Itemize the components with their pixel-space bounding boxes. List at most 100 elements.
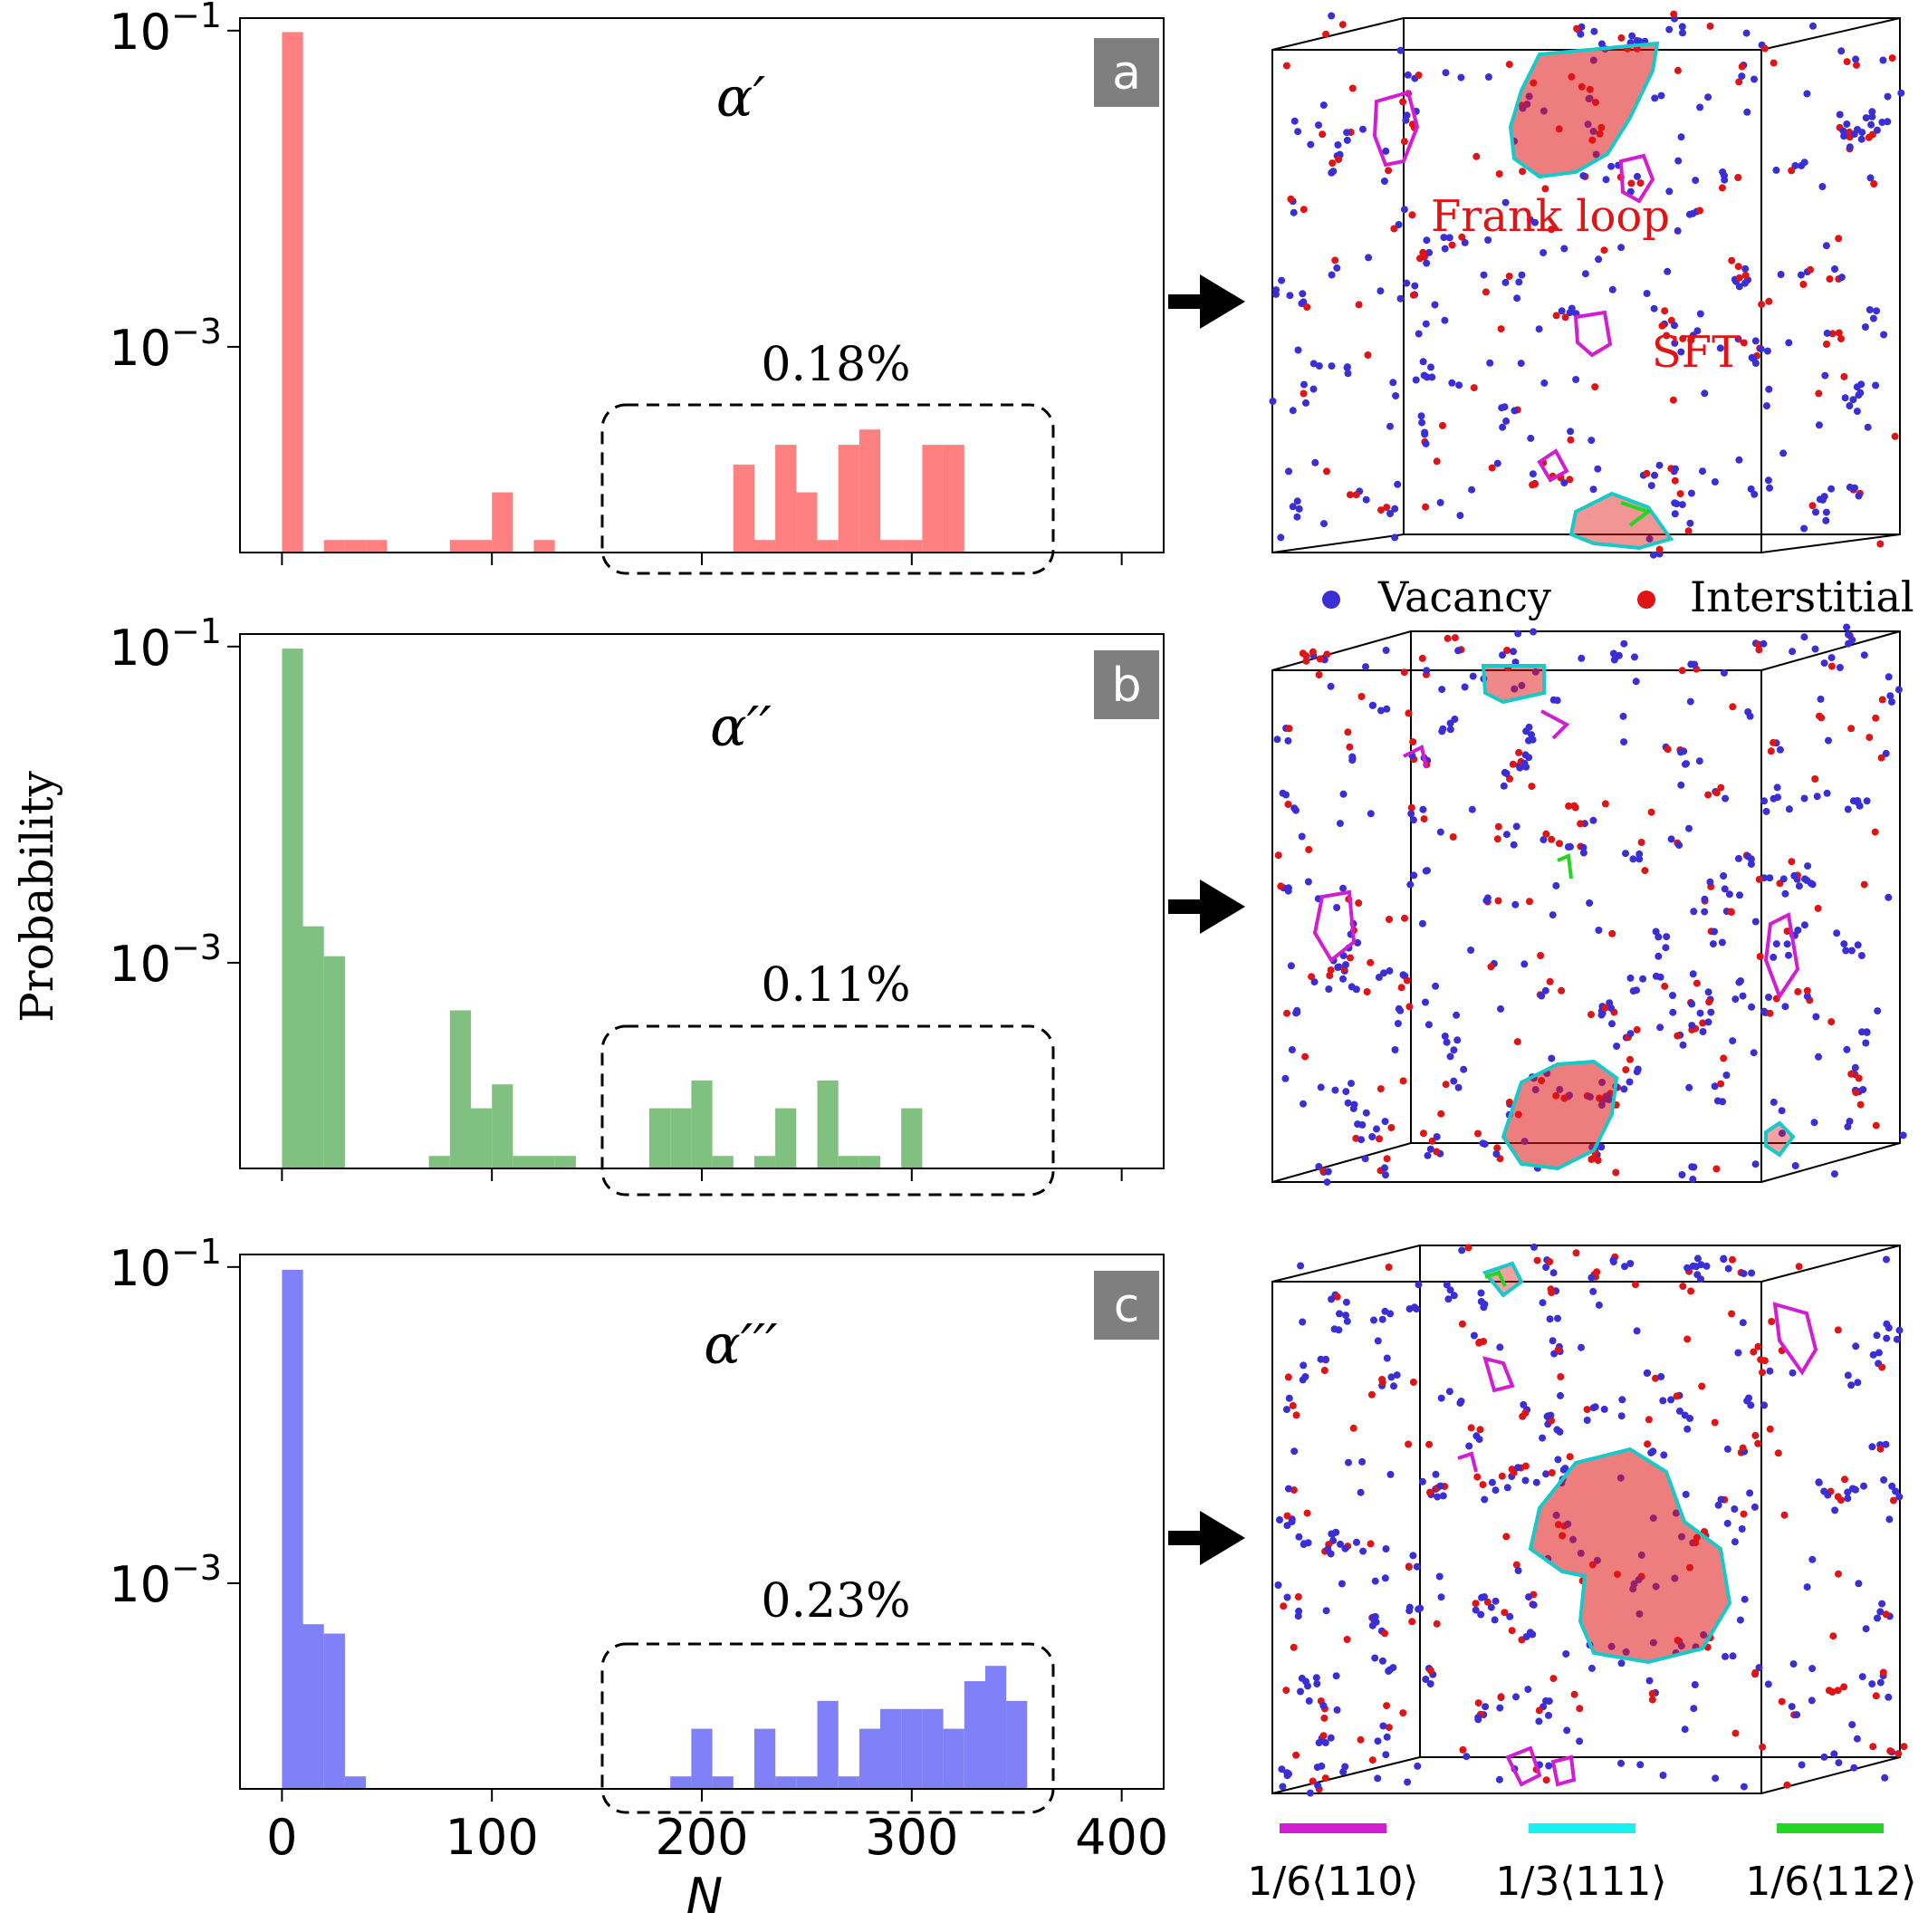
- vacancy-atom-a-214-0: [1568, 304, 1576, 312]
- vacancy-atom-b-179-0: [1746, 712, 1754, 720]
- vacancy-atom-b-177-0: [1510, 841, 1518, 849]
- vacancy-atom-a-235-0: [1289, 407, 1297, 415]
- vacancy-atom-c-294-0: [1835, 1759, 1843, 1767]
- vacancy-atom-a-236-0: [1809, 22, 1817, 30]
- vacancy-atom-c-122-1: [1539, 1299, 1547, 1307]
- vacancy-atom-b-87-0: [1704, 988, 1712, 996]
- vacancy-atom-c-53-0: [1729, 1652, 1737, 1660]
- vacancy-atom-c-22-0: [1446, 1286, 1454, 1294]
- vacancy-atom-b-152-0: [1454, 1083, 1463, 1091]
- interstitial-atom-b-86-0: [1493, 1144, 1501, 1152]
- interstitial-atom-b-19-2: [1626, 1055, 1634, 1063]
- vacancy-atom-c-277-0: [1808, 1555, 1817, 1563]
- interstitial-atom-c-282-2: [1289, 1401, 1297, 1409]
- interstitial-atom-c-197-0: [1768, 1318, 1776, 1325]
- interstitial-atom-c-200-0: [1433, 1620, 1441, 1628]
- vacancy-atom-c-8-0: [1600, 1405, 1608, 1413]
- vacancy-atom-a-163-0: [1269, 398, 1277, 405]
- interstitial-atom-c-230-1: [1521, 1462, 1530, 1470]
- vacancy-atom-b-100-1: [1443, 1038, 1451, 1046]
- vacancy-atom-a-15-0: [1765, 385, 1773, 393]
- vacancy-atom-c-251-2: [1883, 1334, 1891, 1342]
- vacancy-atom-a-100-0: [1394, 480, 1402, 488]
- vacancy-atom-c-250-0: [1852, 1342, 1860, 1350]
- vacancy-atom-a-129-0: [1427, 363, 1434, 371]
- vacancy-atom-a-184-2: [1560, 479, 1568, 487]
- interstitial-atom-b-286-0: [1376, 1085, 1385, 1093]
- vacancy-atom-b-1-3: [1713, 1097, 1722, 1105]
- vacancy-atom-a-226-0: [1396, 46, 1405, 54]
- vacancy-atom-a-48-2: [1293, 497, 1301, 505]
- interstitial-atom-c-257-3: [1751, 1668, 1760, 1677]
- vacancy-atom-b-108-0: [1336, 820, 1344, 828]
- interstitial-atom-b-254-1: [1383, 1155, 1391, 1163]
- vacancy-atom-a-23-2: [1873, 307, 1881, 315]
- interstitial-atom-a-185-0: [1661, 307, 1669, 315]
- vacancy-atom-b-207-0: [1846, 1118, 1854, 1125]
- vacancy-atom-c-230-3: [1521, 1476, 1530, 1485]
- vacancy-atom-a-254-0: [1677, 133, 1685, 141]
- vacancy-atom-c-64-0: [1524, 1686, 1532, 1694]
- vacancy-atom-c-280-0: [1690, 1705, 1698, 1713]
- vacancy-atom-c-235-0: [1318, 1762, 1326, 1770]
- vacancy-atom-a-106-3: [1403, 111, 1411, 120]
- vacancy-atom-c-35-3: [1342, 1312, 1349, 1320]
- interstitial-atom-a-84-1: [1655, 545, 1664, 553]
- interstitial-atom-b-247-3: [1878, 696, 1886, 704]
- interstitial-atom-c-186-2: [1467, 1424, 1475, 1432]
- bar-b-1: [302, 926, 324, 1168]
- vacancy-atom-a-129-1: [1428, 373, 1436, 381]
- vacancy-atom-a-71-2: [1672, 465, 1679, 473]
- vacancy-atom-c-36-3: [1815, 1478, 1823, 1486]
- vacancy-atom-a-45-3: [1837, 274, 1846, 282]
- vacancy-atom-a-88-2: [1362, 495, 1370, 504]
- vacancy-atom-b-72-1: [1348, 1080, 1355, 1088]
- arrow-a: [1168, 274, 1245, 329]
- interstitial-atom-b-278-0: [1818, 714, 1826, 722]
- interstitial-atom-a-73-3: [1679, 334, 1687, 342]
- vacancy-atom-b-151-0: [1317, 1083, 1325, 1091]
- interstitial-atom-c-59-2: [1834, 1687, 1842, 1695]
- vacancy-atom-c-245-0: [1411, 1303, 1418, 1312]
- vacancy-atom-a-242-0: [1692, 177, 1700, 185]
- vacancy-atom-c-167-0: [1748, 1269, 1756, 1277]
- vacancy-atom-c-203-0: [1830, 1750, 1838, 1758]
- vacancy-atom-a-91-0: [1665, 187, 1674, 196]
- highlight-box-c: [600, 1642, 1055, 1814]
- interstitial-atom-b-195-3: [1601, 1004, 1609, 1012]
- vacancy-atom-a-224-0: [1422, 439, 1430, 447]
- vacancy-atom-a-251-1: [1403, 279, 1411, 287]
- vacancy-atom-c-83-0: [1539, 1434, 1547, 1442]
- interstitial-atom-c-57-0: [1280, 1602, 1288, 1610]
- interstitial-atom-c-259-0: [1783, 1781, 1791, 1789]
- y-tick-label-c-0: 10−1: [109, 1232, 222, 1297]
- vacancy-atom-c-23-0: [1808, 1665, 1817, 1673]
- vacancy-atom-a-128-0: [1382, 147, 1390, 155]
- vacancy-atom-c-282-0: [1285, 1394, 1293, 1402]
- vacancy-atom-b-126-2: [1377, 706, 1385, 715]
- vacancy-atom-c-33-1: [1378, 1315, 1386, 1323]
- x-tick-label-1: 100: [446, 1809, 539, 1866]
- vacancy-atom-c-272-2: [1660, 1451, 1668, 1459]
- vacancy-atom-c-40-1: [1477, 1610, 1485, 1619]
- interstitial-atom-a-170-0: [1488, 464, 1496, 472]
- interstitial-atom-b-65-0: [1399, 1077, 1407, 1085]
- interstitial-atom-b-142-0: [1856, 1101, 1865, 1109]
- vacancy-atom-b-248-0: [1548, 1054, 1556, 1062]
- vacancy-atom-b-244-0: [1553, 697, 1561, 705]
- vacancy-atom-a-20-0: [1836, 111, 1844, 119]
- vacancy-atom-a-23-0: [1861, 323, 1869, 331]
- interstitial-atom-c-27-0: [1458, 1320, 1466, 1328]
- vacancy-atom-a-26-0: [1307, 140, 1315, 149]
- vacancy-atom-c-45-0: [1290, 1447, 1299, 1456]
- dislocation-legend: 1/6⟨110⟩ 1/3⟨111⟩ 1/6⟨112⟩: [1247, 1823, 1917, 1905]
- vacancy-atom-b-247-1: [1888, 697, 1895, 706]
- interstitial-atom-c-252-0: [1759, 1369, 1766, 1377]
- vacancy-atom-b-203-0: [1810, 1119, 1818, 1127]
- interstitial-atom-a-94-0: [1758, 301, 1766, 309]
- interstitial-atom-a-32-2: [1561, 313, 1569, 322]
- interstitial-atom-b-52-0: [1783, 928, 1791, 936]
- interstitial-atom-c-59-0: [1840, 1683, 1848, 1691]
- snapshot-atoms-b: [1273, 623, 1907, 1187]
- vacancy-atom-c-171-0: [1545, 1711, 1552, 1719]
